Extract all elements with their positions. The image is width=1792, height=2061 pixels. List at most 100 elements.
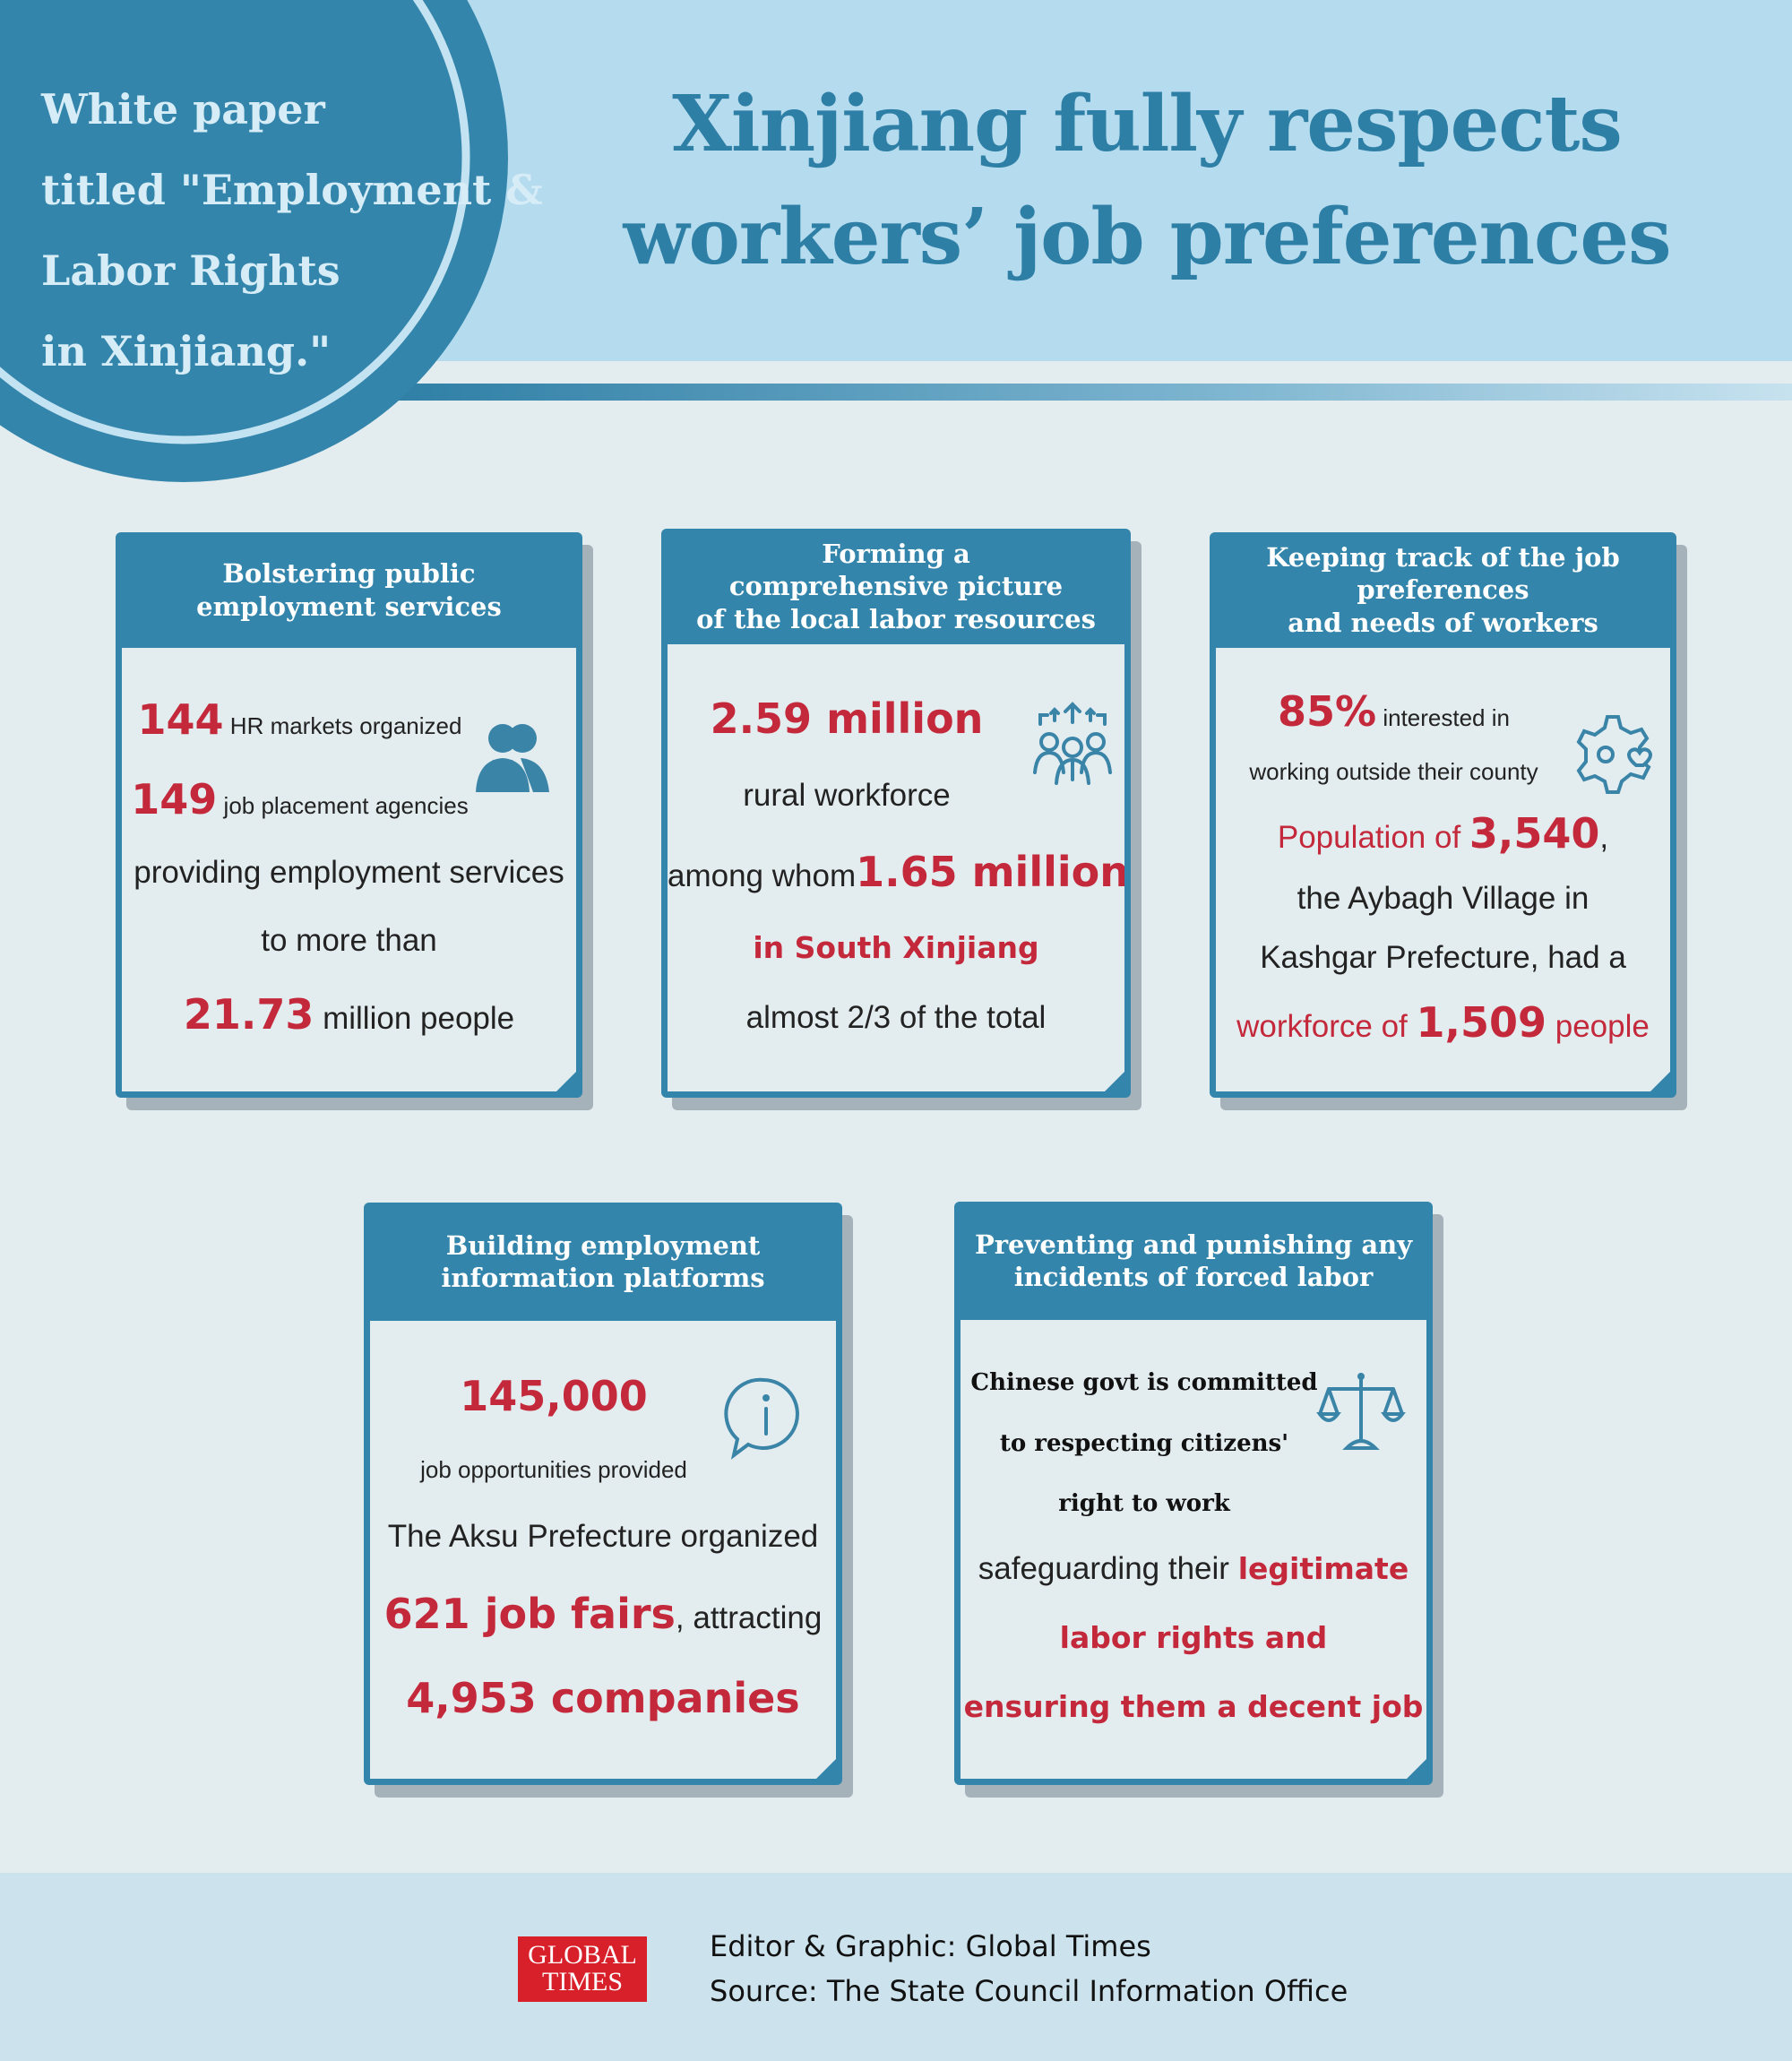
icon [1576, 715, 1652, 794]
text: almost 2/3 of the total [745, 999, 1047, 1035]
text-line: right to work [961, 1490, 1426, 1517]
text: The Aksu Prefecture organized [387, 1518, 819, 1554]
text-line: Chinese govt is committed [961, 1369, 1426, 1396]
card-title: comprehensive picture [728, 571, 1064, 602]
text: 4,953 companies [406, 1673, 800, 1722]
card: Forming a comprehensive picture of the loc… [661, 529, 1142, 1110]
text: 1,509 [1416, 998, 1547, 1048]
card: Bolstering public employment services 144 … [116, 532, 593, 1110]
card-title: Forming a [822, 539, 970, 570]
text: million people [314, 1000, 515, 1036]
main-title: Xinjiang fully respects [672, 79, 1623, 169]
credit: Editor & Graphic: Global Times [710, 1929, 1151, 1963]
text-line: 149 job placement agencies [122, 775, 576, 824]
badge-text: in Xinjiang." [41, 327, 332, 375]
text-line: working outside their county [1216, 758, 1670, 786]
icon [1316, 1373, 1406, 1450]
card-title: information platforms [441, 1263, 765, 1293]
text: HR markets organized [223, 712, 462, 740]
text-line: 85% interested in [1216, 687, 1670, 736]
card: Building employment information platforms… [364, 1203, 853, 1798]
text-line: Kashgar Prefecture, had a [1216, 940, 1670, 976]
footer-band [0, 1873, 1792, 2061]
card: Keeping track of the job preferences and n… [1210, 532, 1687, 1110]
text: rural workforce [743, 777, 951, 813]
card: Preventing and punishing any incidents of… [954, 1202, 1443, 1798]
card-body: 85% interested in working outside their c… [1216, 648, 1670, 1091]
text: safeguarding their [978, 1550, 1238, 1586]
text: Population of [1277, 820, 1469, 856]
card-header: Keeping track of the job preferences and n… [1210, 532, 1676, 648]
text: among whom [668, 858, 857, 893]
text-line: safeguarding their legitimate [961, 1551, 1426, 1587]
text: , [1599, 820, 1609, 856]
badge-circle [0, 0, 508, 482]
card-title: incidents of forced labor [1013, 1262, 1374, 1292]
icon [1033, 702, 1112, 785]
card-title: Keeping track of the job [1266, 542, 1620, 573]
text: 1.65 million [856, 847, 1129, 896]
text-line: 21.73 million people [122, 990, 576, 1039]
text: 21.73 [183, 989, 314, 1039]
card-title: Preventing and punishing any [974, 1229, 1413, 1260]
logo-text: GLOBAL [528, 1940, 637, 1970]
text-line: ensuring them a decent job [961, 1689, 1426, 1724]
card-title: preferences [1357, 574, 1529, 606]
text: people [1546, 1009, 1650, 1045]
icon [724, 1377, 799, 1460]
text-line: The Aksu Prefecture organized [370, 1519, 836, 1555]
text-line: almost 2/3 of the total [668, 1000, 1124, 1036]
main-title: workers’ job preferences [623, 192, 1671, 282]
card-body: 144 HR markets organized 149 job placemen… [122, 648, 576, 1091]
logo-text: TIMES [542, 1967, 623, 1996]
card-body: 145,000 job opportunities provided The Aks… [370, 1321, 836, 1779]
text: workforce of [1236, 1009, 1417, 1045]
card-title: Bolstering public [222, 558, 476, 590]
text-line: rural workforce [668, 778, 1124, 814]
text: to respecting citizens' [999, 1429, 1289, 1457]
text: job opportunities provided [420, 1455, 687, 1483]
text-line: the Aybagh Village in [1216, 881, 1670, 917]
text: 3,540 [1469, 809, 1600, 858]
text-line: labor rights and [961, 1620, 1426, 1655]
text: 144 [137, 695, 224, 745]
header-stripe [394, 384, 1792, 401]
card-title: employment services [196, 591, 502, 622]
text: 145,000 [460, 1372, 648, 1421]
text-line: job opportunities provided [370, 1456, 836, 1484]
text-line: 621 job fairs, attracting [370, 1590, 836, 1638]
text: 149 [131, 775, 218, 824]
text: Chinese govt is committed [970, 1369, 1318, 1397]
text-line: 144 HR markets organized [122, 695, 576, 744]
text-line: to respecting citizens' [961, 1430, 1426, 1457]
text-line: providing employment services [122, 855, 576, 891]
text-line: in South Xinjiang [668, 930, 1124, 965]
text: legitimate [1237, 1550, 1409, 1586]
logo: GLOBAL TIMES [518, 1936, 647, 2002]
card-title: Building employment [445, 1229, 761, 1261]
text-line: workforce of 1,509 people [1216, 998, 1670, 1047]
text: interested in [1376, 703, 1510, 731]
text: 621 job fairs [383, 1590, 676, 1639]
card-title: of the local labor resources [696, 603, 1096, 634]
card-title: and needs of workers [1288, 607, 1598, 638]
text-line: Population of 3,540, [1216, 809, 1670, 858]
credit: Source: The State Council Information Of… [710, 1974, 1348, 2008]
text-line: to more than [122, 923, 576, 959]
text: providing employment services [134, 855, 564, 891]
badge-text: titled "Employment & [41, 166, 543, 214]
text: job placement agencies [217, 792, 469, 820]
text: in South Xinjiang [753, 930, 1039, 966]
text: right to work [1058, 1490, 1230, 1518]
text-line: 145,000 [370, 1372, 836, 1420]
card-body: Chinese govt is committed to respecting c… [961, 1320, 1426, 1779]
text-line: 2.59 million [668, 694, 1124, 743]
card-header: Bolstering public employment services [116, 532, 582, 648]
text: labor rights and [1059, 1620, 1328, 1656]
text: the Aybagh Village in [1297, 880, 1590, 916]
card-header: Preventing and punishing any incidents of… [954, 1202, 1433, 1320]
text-line: among whom1.65 million [668, 848, 1124, 896]
icon [476, 724, 549, 792]
text-line: 4,953 companies [370, 1674, 836, 1722]
card-header: Building employment information platforms [364, 1203, 842, 1321]
